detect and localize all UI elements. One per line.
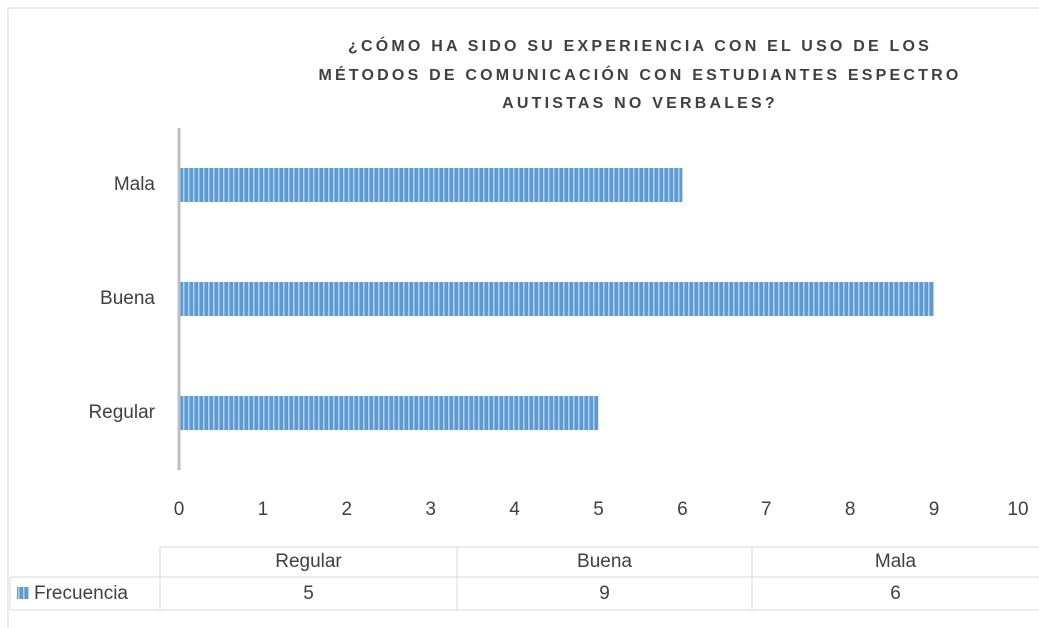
x-tick-label: 4 <box>509 499 520 520</box>
x-tick-label: 5 <box>593 499 604 520</box>
y-tick-label: Regular <box>88 402 155 423</box>
y-tick-label: Mala <box>114 174 156 195</box>
chart-title: AUTISTAS NO VERBALES? <box>502 95 778 112</box>
chart-title: MÉTODOS DE COMUNICACIÓN CON ESTUDIANTES … <box>318 65 961 84</box>
legend-swatch <box>17 587 29 599</box>
table-header: Mala <box>875 551 917 572</box>
x-tick-label: 0 <box>174 499 185 520</box>
x-tick-label: 9 <box>929 499 940 520</box>
legend-label: Frecuencia <box>34 583 128 604</box>
chart-title: ¿CÓMO HA SIDO SU EXPERIENCIA CON EL USO … <box>348 36 932 55</box>
x-tick-label: 2 <box>342 499 353 520</box>
bar <box>179 168 683 202</box>
table-value: 9 <box>599 583 610 604</box>
table-header: Buena <box>577 551 632 572</box>
bar <box>179 282 935 316</box>
table-value: 5 <box>303 583 314 604</box>
x-tick-label: 10 <box>1007 499 1028 520</box>
x-tick-label: 8 <box>845 499 856 520</box>
bar <box>179 396 599 430</box>
x-tick-label: 1 <box>258 499 269 520</box>
y-tick-label: Buena <box>100 288 155 309</box>
table-header: Regular <box>275 551 342 572</box>
x-tick-label: 7 <box>761 499 772 520</box>
x-tick-label: 3 <box>425 499 436 520</box>
x-tick-label: 6 <box>677 499 688 520</box>
table-value: 6 <box>890 583 901 604</box>
